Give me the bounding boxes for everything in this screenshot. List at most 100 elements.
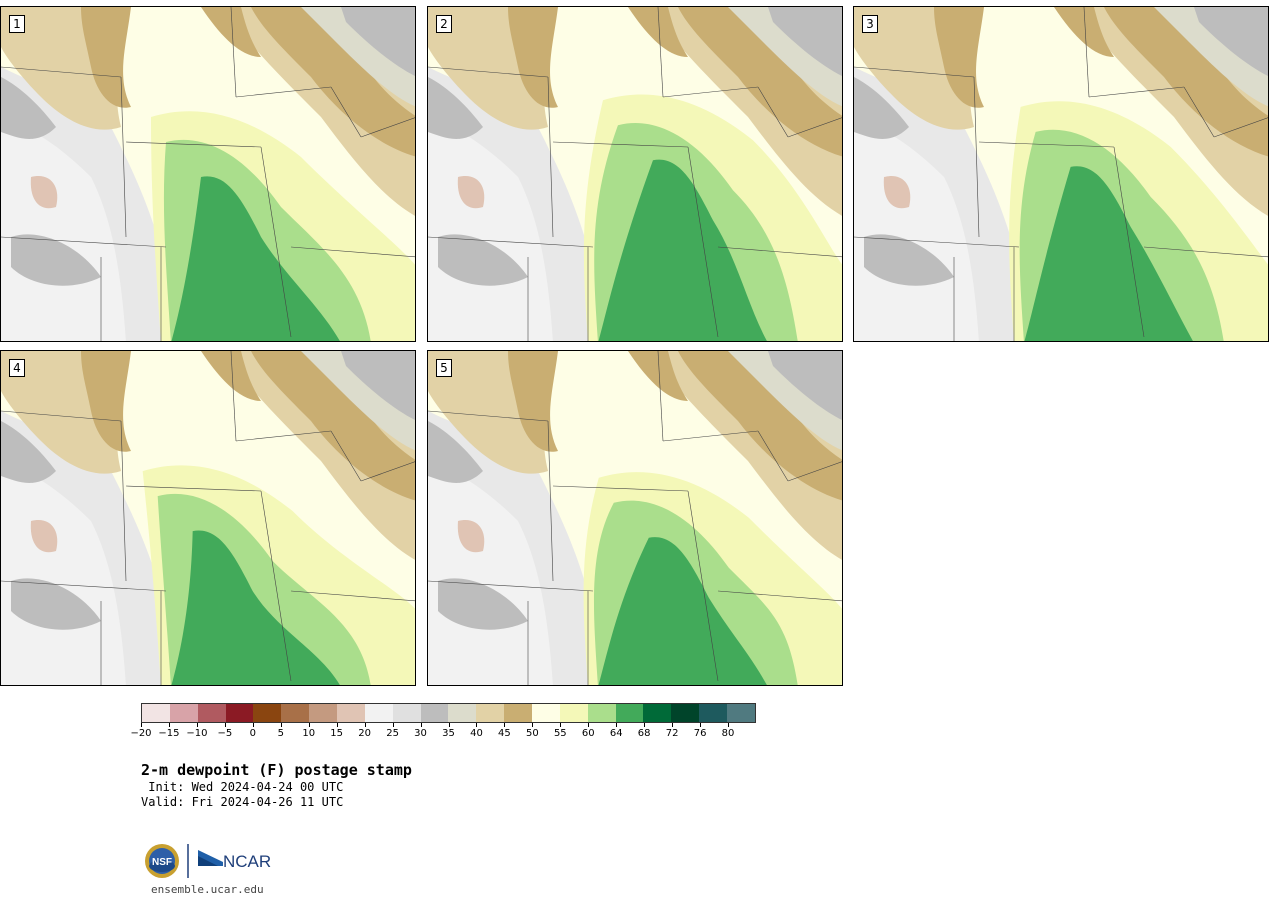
moisture-green: [598, 159, 767, 341]
state-border: [360, 461, 415, 482]
nsf-logo-icon: NSF: [145, 844, 179, 878]
colorbar-tick-label: 30: [414, 728, 427, 739]
colorbar-swatch: [392, 704, 421, 722]
colorbar: [141, 703, 756, 723]
state-border: [120, 420, 127, 582]
state-border: [230, 351, 237, 442]
colorbar-tick-label: 0: [249, 728, 256, 739]
state-border: [973, 76, 980, 238]
dewpoint-map: [428, 7, 842, 341]
state-border: [854, 236, 1020, 248]
colorbar-tick-label: 45: [498, 728, 511, 739]
state-border: [552, 485, 689, 492]
very-dry-region: [1, 461, 126, 685]
terrain-gray: [428, 77, 483, 139]
state-border: [687, 490, 719, 682]
colorbar-tick: [504, 723, 506, 727]
state-border: [428, 236, 594, 248]
northeast-tan-dark: [678, 7, 842, 157]
terrain-pink: [30, 520, 58, 553]
state-border: [125, 485, 262, 492]
terrain-pink: [883, 176, 911, 209]
colorbar-tick: [141, 723, 142, 727]
terrain-gray: [854, 77, 909, 139]
north-tan: [201, 7, 261, 57]
colorbar-tick-label: 40: [470, 728, 483, 739]
very-dry-region: [1, 117, 126, 341]
state-border: [1, 580, 167, 592]
state-border: [657, 7, 664, 98]
colorbar-tick: [420, 723, 422, 727]
panel-number: 5: [436, 359, 452, 377]
colorbar-tick-label: 25: [386, 728, 399, 739]
state-border: [1088, 86, 1185, 98]
map-panel-1: 1: [0, 6, 416, 342]
state-border: [330, 86, 362, 138]
state-border: [428, 580, 594, 592]
colorbar-tick-label: 55: [553, 728, 567, 739]
terrain-gray: [1, 421, 56, 483]
state-border: [687, 146, 719, 338]
colorbar-tick: [700, 723, 702, 727]
colorbar-tick-label: 15: [330, 728, 344, 739]
moisture-green: [171, 176, 340, 341]
colorbar-tick-label: 10: [302, 728, 316, 739]
northeast-gray-dark: [341, 7, 415, 76]
state-border: [230, 7, 237, 98]
colorbar-tick: [672, 723, 674, 727]
northwest-tan-dark: [508, 7, 558, 108]
state-border: [787, 461, 842, 482]
terrain-gray: [438, 578, 528, 630]
colorbar-swatch: [225, 704, 254, 722]
colorbar-tick: [168, 723, 170, 727]
colorbar-tick: [588, 723, 590, 727]
panel-number: 3: [862, 15, 878, 33]
state-border: [1113, 146, 1145, 338]
terrain-gray: [428, 421, 483, 483]
init-time: Init: Wed 2024-04-24 00 UTC: [141, 780, 344, 794]
colorbar-swatch: [448, 704, 477, 722]
colorbar-tick-label: −5: [217, 728, 233, 739]
northeast-gray-dark: [768, 7, 842, 76]
colorbar-swatch: [364, 704, 393, 722]
terrain-gray: [864, 234, 954, 286]
colorbar-tick-label: 60: [581, 728, 595, 739]
colorbar-swatch: [169, 704, 198, 722]
state-border: [1, 236, 167, 248]
colorbar-tick-label: 5: [277, 728, 284, 739]
northwest-tan-dark: [508, 351, 558, 452]
moisture-green: [1024, 166, 1193, 341]
very-dry-region: [854, 117, 979, 341]
colorbar-swatch: [253, 704, 282, 722]
panel-number: 1: [9, 15, 25, 33]
colorbar-tick: [560, 723, 562, 727]
state-border: [1143, 246, 1268, 258]
state-border: [547, 76, 554, 238]
state-border: [260, 146, 292, 338]
state-border: [1, 66, 122, 78]
site-url: ensemble.ucar.edu: [151, 883, 264, 896]
north-tan: [628, 7, 688, 57]
colorbar-tick-labels: −20 −15 −10 −5 0 5 10 15 20 25 30 35 40 45 50 55 60 64 68 7…: [130, 728, 756, 742]
colorbar-swatch: [699, 704, 728, 722]
colorbar-swatch: [643, 704, 672, 722]
state-border: [978, 141, 1115, 148]
northwest-tan-dark: [81, 7, 131, 108]
state-border: [260, 490, 292, 682]
state-border: [717, 246, 842, 258]
colorbar-tick-label: 72: [665, 728, 679, 739]
colorbar-tick: [364, 723, 366, 727]
colorbar-swatch: [559, 704, 588, 722]
colorbar-swatch: [337, 704, 365, 722]
state-border: [360, 117, 415, 138]
state-border: [125, 141, 262, 148]
dewpoint-map: [854, 7, 1268, 341]
dewpoint-map: [428, 351, 842, 685]
colorbar-tick: [532, 723, 534, 727]
terrain-pink: [30, 176, 58, 209]
map-panel-2: 2: [427, 6, 843, 342]
colorbar-swatch: [532, 704, 560, 722]
ncar-logo-icon: NCAR: [198, 850, 271, 871]
colorbar-swatch: [476, 704, 505, 722]
colorbar-swatch: [420, 704, 449, 722]
